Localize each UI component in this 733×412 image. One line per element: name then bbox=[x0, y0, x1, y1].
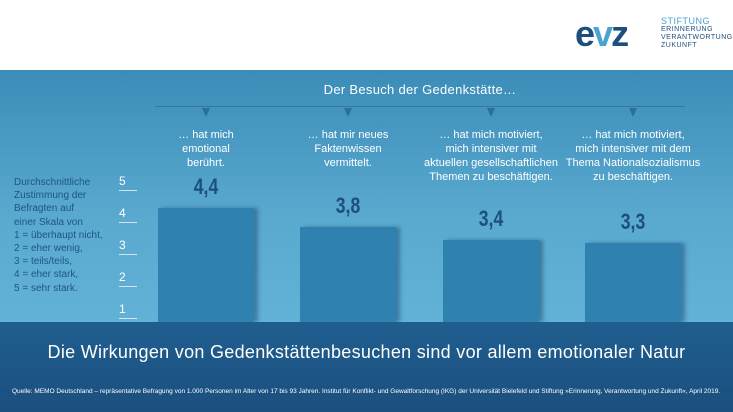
down-arrow-icon bbox=[487, 108, 495, 117]
logo-line: STIFTUNG bbox=[661, 16, 710, 26]
bar bbox=[585, 243, 681, 322]
tick-line bbox=[119, 254, 137, 255]
footer-band: Die Wirkungen von Gedenkstättenbesuchen … bbox=[0, 322, 733, 412]
logo-line: ERINNERUNG bbox=[661, 26, 714, 33]
logo-line: ZUKUNFT bbox=[661, 42, 698, 49]
data-label: 4,4 bbox=[193, 174, 219, 199]
logo-text: STIFTUNG ERINNERUNG VERANTWORTUNG ZUKUNF… bbox=[661, 16, 733, 50]
bar bbox=[158, 208, 254, 322]
data-label: 3,8 bbox=[335, 193, 361, 219]
y-tick: 3 bbox=[119, 238, 137, 255]
y-tick: 2 bbox=[119, 270, 137, 287]
tick-line bbox=[119, 286, 137, 287]
chart-panel: Der Besuch der Gedenkstätte… Durchschnit… bbox=[0, 70, 733, 322]
logo-mark: evz bbox=[575, 13, 629, 54]
down-arrow-icon bbox=[202, 108, 210, 117]
header-divider bbox=[155, 106, 685, 107]
y-tick: 1 bbox=[119, 302, 137, 319]
tick-line bbox=[119, 190, 137, 191]
category-label: … hat mich motiviert, mich intensiver mi… bbox=[424, 129, 558, 183]
data-label: 3,4 bbox=[478, 206, 504, 231]
source-note: Quelle: MEMO Deutschland – repräsentativ… bbox=[12, 388, 721, 395]
y-tick: 5 bbox=[119, 174, 137, 191]
down-arrow-icon bbox=[629, 108, 637, 117]
bar bbox=[300, 227, 396, 322]
category-label: … hat mich motiviert, mich intensiver mi… bbox=[565, 129, 701, 183]
data-label: 3,3 bbox=[620, 209, 646, 235]
chart-header: Der Besuch der Gedenkstätte… bbox=[323, 82, 517, 97]
chart-title: Die Wirkungen von Gedenkstättenbesuchen … bbox=[47, 342, 686, 362]
logo-line: VERANTWORTUNG bbox=[661, 34, 733, 41]
evz-logo: evz STIFTUNG ERINNERUNG VERANTWORTUNG ZU… bbox=[575, 13, 732, 54]
down-arrow-icon bbox=[344, 108, 352, 117]
y-axis-label: Durchschnittliche Zustimmung der Befragt… bbox=[14, 177, 103, 294]
category-label: … hat mir neues Faktenwissen vermittelt. bbox=[307, 129, 389, 169]
tick-line bbox=[119, 222, 137, 223]
category-label: … hat mich emotional berührt. bbox=[178, 129, 234, 169]
tick-line bbox=[119, 318, 137, 319]
header-area: evz STIFTUNG ERINNERUNG VERANTWORTUNG ZU… bbox=[0, 0, 733, 70]
y-tick: 4 bbox=[119, 206, 137, 223]
bar bbox=[443, 240, 539, 322]
